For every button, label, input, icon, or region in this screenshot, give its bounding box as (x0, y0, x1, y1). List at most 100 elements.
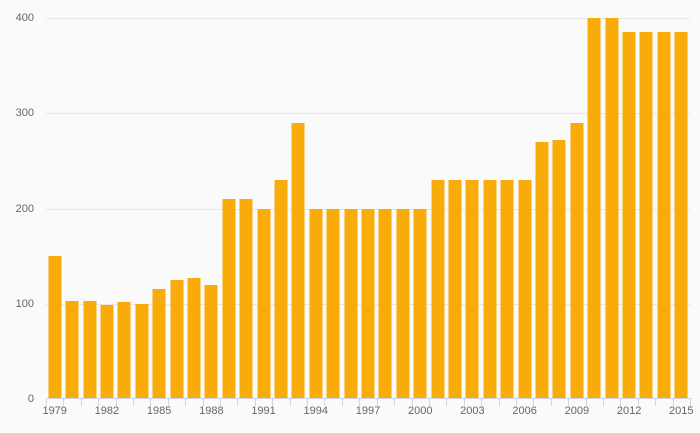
x-axis-tick (533, 399, 535, 406)
x-axis-tick (550, 399, 552, 406)
x-tick-label-1985: 1985 (146, 405, 172, 417)
bar-1990[interactable] (239, 198, 253, 399)
x-axis-tick (690, 399, 691, 406)
x-tick-label-1991: 1991 (251, 405, 276, 417)
x-axis-tick (133, 399, 135, 406)
x-axis-tick (585, 399, 587, 406)
bar-1982[interactable] (100, 304, 114, 399)
x-tick-label-2012: 2012 (616, 405, 642, 417)
bar-1993[interactable] (291, 122, 305, 399)
bar-2007[interactable] (535, 141, 549, 399)
bar-1999[interactable] (396, 208, 410, 399)
x-axis-tick (481, 399, 483, 406)
x-axis-tick (341, 399, 343, 406)
bar-2015[interactable] (674, 32, 688, 399)
bar-2005[interactable] (500, 179, 514, 399)
x-axis-tick (150, 399, 152, 406)
bar-1981[interactable] (83, 300, 96, 399)
x-axis-tick (498, 399, 500, 406)
bar-1984[interactable] (135, 303, 149, 399)
x-axis-tick (307, 399, 309, 406)
bar-1980[interactable] (65, 300, 79, 399)
x-axis-labels: 1979 1982 1985 1988 1991 1994 1997 2000 2003 2006… (42, 404, 694, 420)
x-tick-label-2003: 2003 (460, 405, 485, 417)
x-axis-tick (359, 399, 361, 406)
bar-1992[interactable] (274, 179, 288, 399)
x-axis-tick (289, 399, 291, 406)
x-axis-tick (237, 399, 239, 406)
x-axis-tick (446, 399, 448, 406)
bar-2012[interactable] (622, 32, 636, 399)
bar-2003[interactable] (465, 179, 479, 399)
x-axis-tick (115, 399, 117, 406)
y-tick-label-0: 0 (27, 393, 34, 405)
y-tick-label-400: 400 (15, 12, 34, 24)
x-axis-tick (376, 399, 378, 406)
x-axis-tick (568, 399, 570, 406)
bar-2008[interactable] (552, 139, 566, 399)
bar-2004[interactable] (483, 179, 497, 399)
bar-1985[interactable] (152, 289, 166, 399)
bar-2000[interactable] (413, 208, 427, 399)
bar-2009[interactable] (570, 122, 584, 399)
bar-1994[interactable] (309, 208, 323, 399)
bar-1987[interactable] (187, 278, 201, 399)
x-tick-label-2015: 2015 (669, 405, 694, 417)
x-axis-tick (46, 399, 47, 406)
x-axis-tick (272, 399, 274, 406)
y-tick-label-300: 300 (15, 107, 34, 120)
bar-2010[interactable] (587, 18, 601, 399)
x-axis-tick (98, 399, 100, 406)
bar-1995[interactable] (326, 208, 340, 399)
x-axis-tick (463, 399, 465, 406)
bar-1983[interactable] (117, 301, 131, 399)
bar-1988[interactable] (204, 284, 218, 399)
x-axis-tick (637, 399, 639, 406)
bar-2002[interactable] (448, 179, 462, 399)
x-axis-tick (202, 399, 204, 406)
bar-1997[interactable] (361, 208, 375, 399)
x-tick-label-1982: 1982 (94, 405, 120, 417)
x-axis-line (46, 398, 691, 399)
x-axis-ticks (46, 399, 691, 406)
x-axis-tick (428, 399, 430, 406)
x-axis-tick (220, 399, 222, 406)
bar-2006[interactable] (518, 179, 532, 399)
x-axis-tick (655, 399, 657, 406)
bar-1991[interactable] (257, 208, 271, 399)
x-axis-tick (602, 399, 604, 406)
x-tick-label-1979: 1979 (42, 405, 67, 417)
x-axis-tick (394, 399, 396, 406)
bar-1989[interactable] (222, 198, 236, 399)
gridline-300 (46, 113, 690, 115)
x-axis-tick (167, 399, 169, 406)
x-axis-tick (324, 399, 326, 406)
x-tick-label-1994: 1994 (303, 405, 329, 417)
bar-1998[interactable] (378, 208, 392, 399)
x-axis-tick (63, 399, 65, 406)
bar-1986[interactable] (170, 279, 184, 399)
x-axis-tick (185, 399, 187, 406)
bar-2011[interactable] (605, 18, 619, 399)
x-tick-label-1997: 1997 (355, 405, 381, 417)
x-axis-tick (411, 399, 413, 406)
x-axis-tick (672, 399, 674, 406)
x-tick-label-2000: 2000 (407, 405, 433, 417)
y-tick-label-100: 100 (15, 297, 34, 310)
x-tick-label-2006: 2006 (512, 405, 537, 417)
bar-1996[interactable] (344, 208, 358, 399)
x-axis-tick (620, 399, 622, 406)
y-axis-labels: 0 100 200 300 400 (0, 0, 38, 433)
bar-2014[interactable] (657, 32, 671, 399)
x-tick-label-1988: 1988 (199, 405, 224, 417)
x-axis-tick (80, 399, 82, 406)
plot-area (46, 18, 690, 399)
x-axis-tick (254, 399, 256, 406)
x-tick-label-2009: 2009 (564, 405, 590, 417)
bar-1979[interactable] (48, 256, 62, 399)
bar-2001[interactable] (431, 179, 445, 399)
y-tick-label-200: 200 (15, 202, 34, 215)
x-axis-tick (515, 399, 517, 406)
bar-2013[interactable] (639, 32, 653, 399)
